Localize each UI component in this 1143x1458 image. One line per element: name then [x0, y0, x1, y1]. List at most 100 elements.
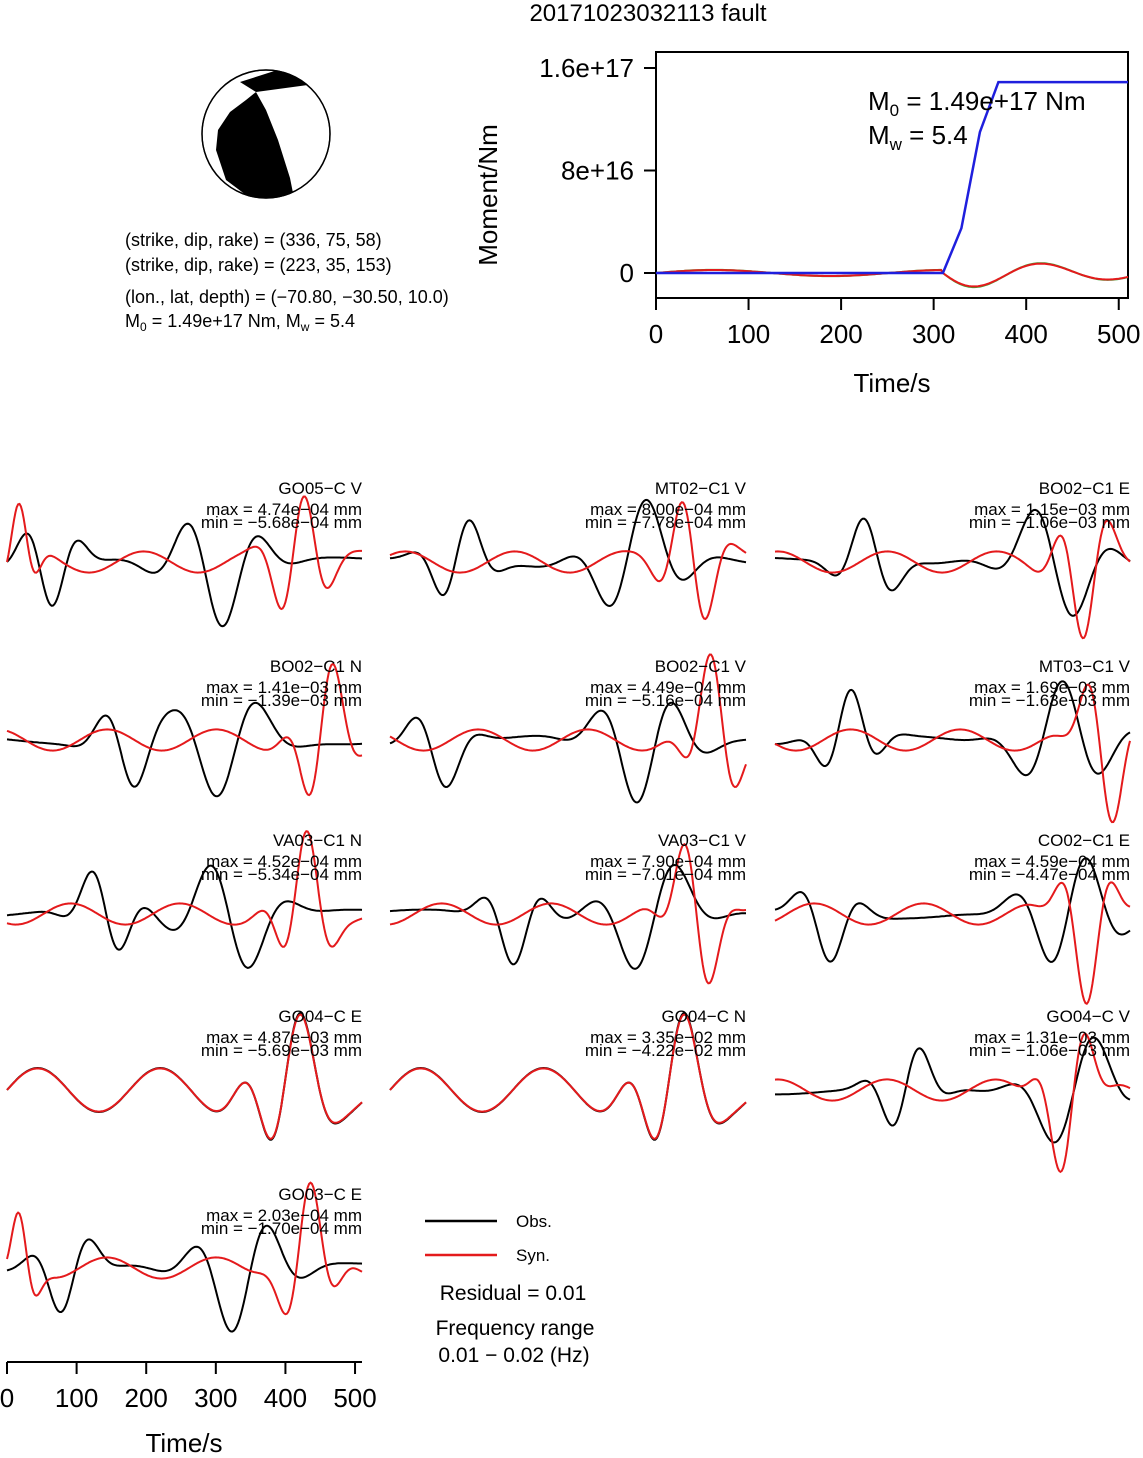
- max-amplitude-label: max = 4.49e−04 mm: [590, 678, 746, 697]
- legend-syn: Syn.: [516, 1246, 550, 1265]
- synthetic-trace: [6, 830, 363, 948]
- moment-ytick-label: 1.6e+17: [539, 53, 634, 83]
- bottom-time-axis: 0 100 200 300 400 500: [0, 1361, 377, 1413]
- station-label: GO05−C V: [278, 479, 362, 498]
- moment-xtick-label: 100: [727, 319, 770, 349]
- moment-xlabel: Time/s: [853, 368, 930, 398]
- station-label: GO04−C N: [661, 1007, 746, 1026]
- frequency-range-title: Frequency range: [436, 1317, 595, 1340]
- m0-annotation: M0 = 1.49e+17 Nm: [868, 86, 1086, 120]
- bottom-axis-label: Time/s: [145, 1428, 222, 1458]
- legend-obs: Obs.: [516, 1212, 552, 1231]
- moment-ytick-label: 8e+16: [561, 156, 634, 186]
- synthetic-trace: [6, 662, 363, 797]
- max-amplitude-label: max = 1.15e−03 mm: [974, 500, 1130, 519]
- observed-trace: [6, 864, 363, 969]
- min-amplitude-label: min = −5.69e−03 mm: [201, 1041, 362, 1060]
- max-amplitude-label: max = 4.74e−04 mm: [206, 500, 362, 519]
- min-amplitude-label: min = −5.68e−04 mm: [201, 513, 362, 532]
- legend: Obs. Syn. Residual = 0.01 Frequency rang…: [425, 1212, 594, 1367]
- moment-rate-panel: 0 8e+16 1.6e+17 0 100 200 300 400 500 Moment/Nm Ti…: [473, 51, 1140, 398]
- frequency-range-value: 0.01 − 0.02 (Hz): [438, 1344, 589, 1367]
- hypocenter-location: (lon., lat, depth) = (−70.80, −30.50, 10…: [125, 287, 449, 307]
- moment-xtick-label: 500: [1097, 319, 1140, 349]
- synthetic-trace: [774, 683, 1131, 824]
- cumulative-moment-line: [656, 80, 1128, 275]
- min-amplitude-label: min = −1.70e−04 mm: [201, 1219, 362, 1238]
- station-label: MT03−C1 V: [1039, 657, 1131, 676]
- mw-annotation: Mw = 5.4: [868, 120, 968, 154]
- max-amplitude-label: max = 2.03e−04 mm: [206, 1206, 362, 1225]
- synthetic-trace: [774, 1032, 1131, 1174]
- max-amplitude-label: max = 4.59e−04 mm: [974, 852, 1130, 871]
- max-amplitude-label: max = 4.52e−04 mm: [206, 852, 362, 871]
- synthetic-trace: [774, 519, 1131, 640]
- min-amplitude-label: min = −7.01e−04 mm: [585, 865, 746, 884]
- bottom-xtick-label: 100: [55, 1383, 98, 1413]
- observed-trace: [774, 508, 1131, 617]
- focal-mechanism-beachball: [201, 69, 331, 199]
- min-amplitude-label: min = −4.47e−04 mm: [969, 865, 1130, 884]
- max-amplitude-label: max = 1.31e−03 mm: [974, 1028, 1130, 1047]
- min-amplitude-label: min = −4.22e−02 mm: [585, 1041, 746, 1060]
- station-label: GO03−C E: [278, 1185, 362, 1204]
- max-amplitude-label: max = 8.00e−04 mm: [590, 500, 746, 519]
- moment-ytick-label: 0: [620, 258, 634, 288]
- moment-ylabel: Moment/Nm: [473, 124, 503, 266]
- observed-trace: [389, 701, 747, 804]
- figure-title: 20171023032113 fault: [529, 0, 766, 27]
- min-amplitude-label: min = −1.63e−03 mm: [969, 691, 1130, 710]
- synthetic-trace: [389, 653, 747, 789]
- station-label: VA03−C1 N: [273, 831, 362, 850]
- synthetic-trace: [389, 1013, 747, 1140]
- synthetic-trace: [389, 842, 747, 985]
- max-amplitude-label: max = 7.90e−04 mm: [590, 852, 746, 871]
- station-label: GO04−C V: [1046, 1007, 1130, 1026]
- stf-red-curve: [655, 262, 1129, 288]
- bottom-xtick-label: 0: [0, 1383, 14, 1413]
- observed-trace: [774, 680, 1131, 777]
- max-amplitude-label: max = 3.35e−02 mm: [590, 1028, 746, 1047]
- observed-trace: [6, 1224, 363, 1333]
- moment-xtick-label: 0: [649, 319, 663, 349]
- moment-magnitude-summary: M0 = 1.49e+17 Nm, Mw = 5.4: [125, 311, 355, 334]
- synthetic-trace: [389, 501, 747, 621]
- moment-xtick-label: 200: [819, 319, 862, 349]
- residual-label: Residual = 0.01: [440, 1282, 587, 1305]
- observed-trace: [389, 863, 746, 970]
- synthetic-trace: [6, 1181, 363, 1316]
- observed-trace: [6, 522, 363, 628]
- bottom-xtick-label: 300: [194, 1383, 237, 1413]
- station-label: MT02−C1 V: [655, 479, 747, 498]
- min-amplitude-label: min = −1.39e−03 mm: [201, 691, 362, 710]
- min-amplitude-label: min = −5.16e−04 mm: [585, 691, 746, 710]
- bottom-xtick-label: 500: [333, 1383, 376, 1413]
- station-label: CO02−C1 E: [1038, 831, 1130, 850]
- max-amplitude-label: max = 1.41e−03 mm: [206, 678, 362, 697]
- bottom-xtick-label: 200: [125, 1383, 168, 1413]
- station-label: BO02−C1 N: [270, 657, 362, 676]
- observed-trace: [775, 1036, 1131, 1144]
- nodal-plane-2: (strike, dip, rake) = (223, 35, 153): [125, 255, 392, 275]
- observed-trace: [6, 701, 363, 798]
- max-amplitude-label: max = 4.87e−03 mm: [206, 1028, 362, 1047]
- min-amplitude-label: min = −7.78e−04 mm: [585, 513, 746, 532]
- station-label: BO02−C1 V: [655, 657, 747, 676]
- observed-trace: [389, 498, 747, 608]
- station-label: BO02−C1 E: [1039, 479, 1130, 498]
- min-amplitude-label: min = −5.34e−04 mm: [201, 865, 362, 884]
